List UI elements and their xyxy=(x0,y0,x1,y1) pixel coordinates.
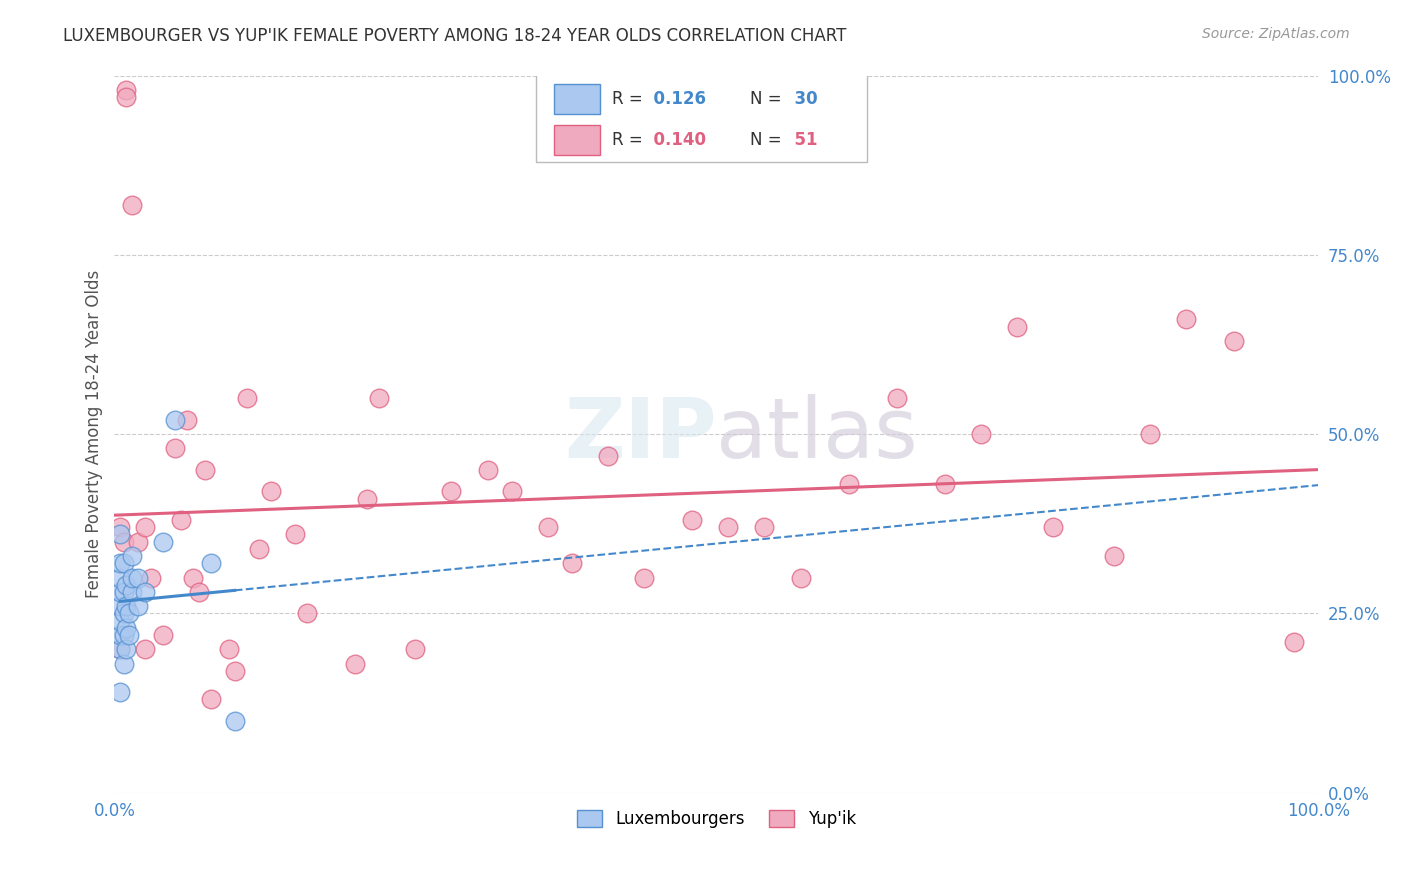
Point xyxy=(110,527,132,541)
Text: R =: R = xyxy=(612,131,648,149)
Point xyxy=(110,642,132,657)
Point xyxy=(110,599,132,614)
Point xyxy=(127,534,149,549)
Point xyxy=(596,449,619,463)
Point xyxy=(404,642,426,657)
Point xyxy=(134,585,156,599)
Point xyxy=(152,628,174,642)
Point xyxy=(163,413,186,427)
Point xyxy=(368,391,391,405)
Point xyxy=(110,642,132,657)
Point xyxy=(970,427,993,442)
Point xyxy=(112,585,135,599)
Point xyxy=(134,642,156,657)
Point xyxy=(110,628,132,642)
Point xyxy=(194,463,217,477)
Point xyxy=(934,477,956,491)
Point xyxy=(224,664,246,678)
FancyBboxPatch shape xyxy=(554,125,599,155)
Point xyxy=(838,477,860,491)
Text: ZIP: ZIP xyxy=(564,393,716,475)
Point xyxy=(344,657,367,671)
Point xyxy=(115,599,138,614)
Text: 30: 30 xyxy=(783,89,817,108)
Text: atlas: atlas xyxy=(716,393,918,475)
Point xyxy=(886,391,908,405)
Text: 0.126: 0.126 xyxy=(641,89,706,108)
Point xyxy=(110,556,132,570)
Point xyxy=(115,83,138,97)
Point xyxy=(1007,319,1029,334)
Point xyxy=(127,570,149,584)
Point xyxy=(200,692,222,706)
Text: 0.140: 0.140 xyxy=(641,131,706,149)
Point xyxy=(115,90,138,104)
Point xyxy=(717,520,740,534)
Point xyxy=(200,556,222,570)
Point xyxy=(561,556,583,570)
Point xyxy=(112,607,135,621)
Point xyxy=(112,534,135,549)
Point xyxy=(110,570,132,584)
Point xyxy=(501,484,523,499)
Point xyxy=(537,520,560,534)
Point xyxy=(110,585,132,599)
Point xyxy=(139,570,162,584)
Text: Source: ZipAtlas.com: Source: ZipAtlas.com xyxy=(1202,27,1350,41)
Point xyxy=(163,442,186,456)
Point xyxy=(110,685,132,699)
Point xyxy=(754,520,776,534)
Point xyxy=(181,570,204,584)
Point xyxy=(134,520,156,534)
Point xyxy=(115,642,138,657)
Point xyxy=(633,570,655,584)
Point xyxy=(477,463,499,477)
Point xyxy=(121,197,143,211)
Point xyxy=(1139,427,1161,442)
Point xyxy=(110,614,132,628)
FancyBboxPatch shape xyxy=(554,84,599,113)
Point xyxy=(121,570,143,584)
Legend: Luxembourgers, Yup'ik: Luxembourgers, Yup'ik xyxy=(569,803,863,835)
Point xyxy=(218,642,240,657)
Text: LUXEMBOURGER VS YUP'IK FEMALE POVERTY AMONG 18-24 YEAR OLDS CORRELATION CHART: LUXEMBOURGER VS YUP'IK FEMALE POVERTY AM… xyxy=(63,27,846,45)
FancyBboxPatch shape xyxy=(536,72,868,161)
Point xyxy=(127,599,149,614)
Point xyxy=(1174,312,1197,326)
Point xyxy=(176,413,198,427)
Point xyxy=(118,628,141,642)
Point xyxy=(152,534,174,549)
Text: N =: N = xyxy=(749,131,787,149)
Point xyxy=(284,527,307,541)
Point xyxy=(115,621,138,635)
Point xyxy=(1223,334,1246,348)
Text: R =: R = xyxy=(612,89,648,108)
Point xyxy=(110,520,132,534)
Point xyxy=(1282,635,1305,649)
Point xyxy=(112,628,135,642)
Point xyxy=(224,714,246,728)
Point xyxy=(247,541,270,556)
Point xyxy=(236,391,259,405)
Point xyxy=(295,607,318,621)
Point xyxy=(1042,520,1064,534)
Y-axis label: Female Poverty Among 18-24 Year Olds: Female Poverty Among 18-24 Year Olds xyxy=(86,270,103,599)
Point xyxy=(121,549,143,563)
Point xyxy=(789,570,811,584)
Point xyxy=(681,513,703,527)
Point xyxy=(169,513,191,527)
Point xyxy=(440,484,463,499)
Point xyxy=(260,484,283,499)
Point xyxy=(356,491,378,506)
Point xyxy=(118,607,141,621)
Point xyxy=(121,585,143,599)
Point xyxy=(115,577,138,591)
Text: N =: N = xyxy=(749,89,787,108)
Point xyxy=(1102,549,1125,563)
Text: 51: 51 xyxy=(783,131,817,149)
Point xyxy=(187,585,209,599)
Point xyxy=(112,657,135,671)
Point xyxy=(112,556,135,570)
